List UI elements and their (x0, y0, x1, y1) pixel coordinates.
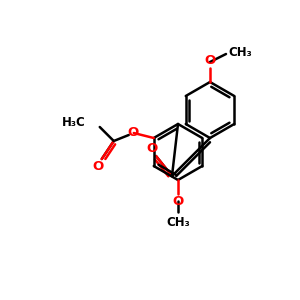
Text: O: O (127, 125, 138, 139)
Text: CH₃: CH₃ (166, 216, 190, 229)
Text: O: O (204, 54, 216, 67)
Text: H₃C: H₃C (62, 116, 86, 130)
Text: O: O (146, 142, 158, 155)
Text: CH₃: CH₃ (228, 46, 252, 59)
Text: O: O (172, 195, 184, 208)
Text: O: O (92, 160, 103, 172)
